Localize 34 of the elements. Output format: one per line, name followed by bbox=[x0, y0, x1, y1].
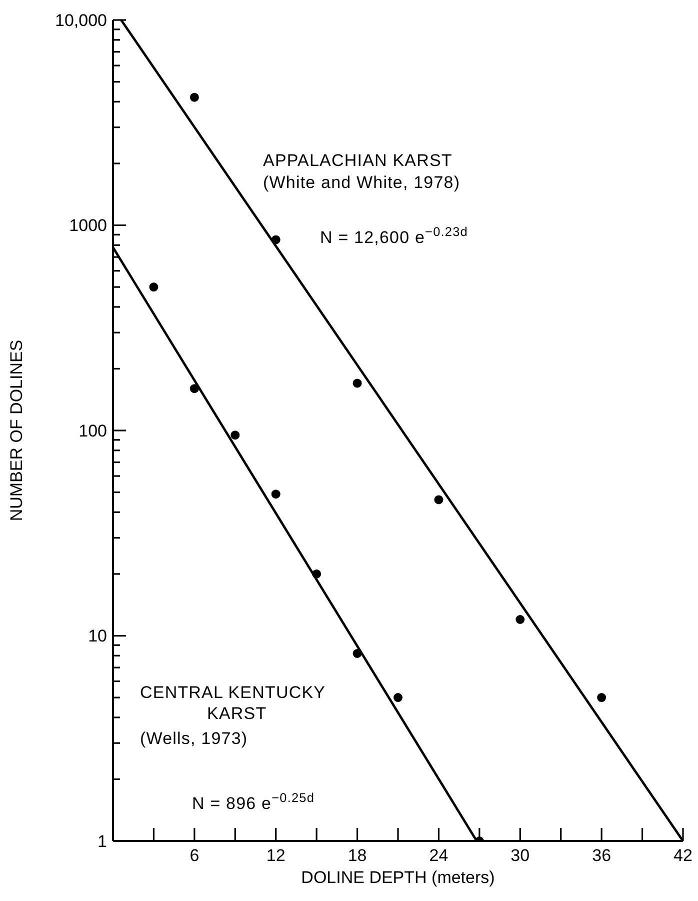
y-tick-label: 10 bbox=[88, 626, 107, 646]
point bbox=[434, 495, 444, 504]
point bbox=[271, 235, 280, 244]
point bbox=[516, 615, 525, 624]
annotation: APPALACHIAN KARST bbox=[263, 150, 452, 170]
point bbox=[597, 693, 606, 702]
annotation: (White and White, 1978) bbox=[263, 172, 460, 192]
point bbox=[230, 430, 240, 440]
point bbox=[271, 490, 280, 499]
y-tick-label: 10,000 bbox=[55, 10, 107, 30]
x-tick-label: 12 bbox=[266, 846, 286, 865]
x-tick-label: 18 bbox=[348, 846, 367, 865]
x-axis-title: DOLINE DEPTH (meters) bbox=[301, 868, 495, 887]
x-tick-label: 36 bbox=[592, 846, 612, 865]
annotation: (Wells, 1973) bbox=[140, 728, 248, 748]
annotation: CENTRAL KENTUCKY bbox=[140, 682, 326, 702]
point bbox=[149, 282, 158, 292]
y-tick-label: 1 bbox=[98, 832, 107, 851]
x-tick-label: 30 bbox=[510, 846, 530, 865]
y-tick-label: 1000 bbox=[69, 216, 107, 236]
point bbox=[190, 384, 199, 394]
annotation: N = 896 e$^{−0.25d}$ bbox=[192, 789, 315, 813]
point bbox=[352, 378, 362, 388]
y-tick-label: 100 bbox=[78, 421, 107, 440]
annotation: KARST bbox=[207, 704, 267, 723]
point bbox=[190, 92, 199, 102]
x-tick-label: 24 bbox=[429, 846, 448, 865]
x-tick-label: 6 bbox=[190, 846, 200, 865]
point bbox=[312, 569, 322, 578]
point bbox=[352, 648, 362, 658]
annotation: N = 12,600 e$^{−0.23d}$ bbox=[320, 223, 468, 247]
y-axis-title: NUMBER OF DOLINES bbox=[7, 340, 26, 522]
point bbox=[394, 693, 402, 702]
x-tick-label: 42 bbox=[674, 846, 692, 865]
